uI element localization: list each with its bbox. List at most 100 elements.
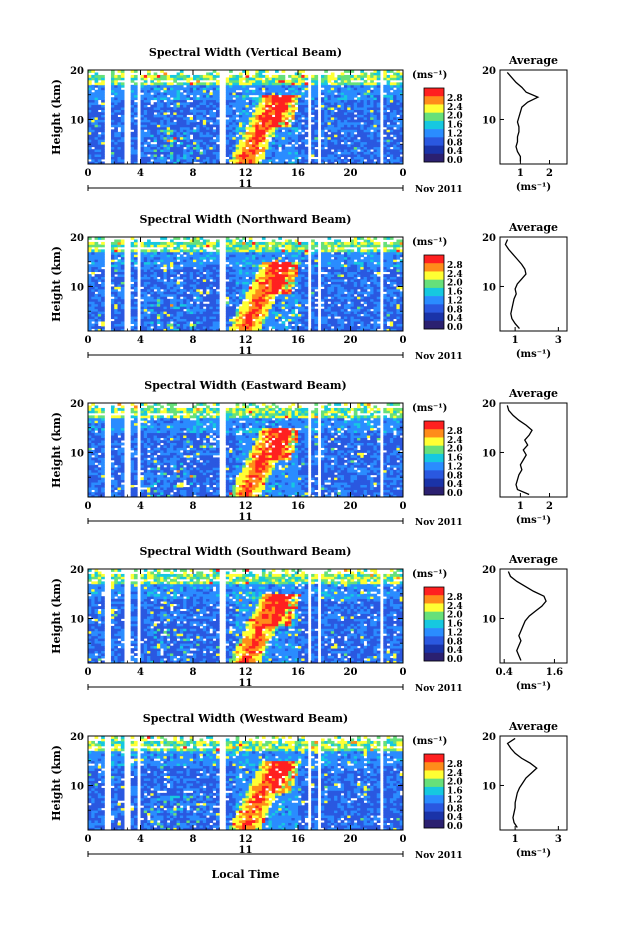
heatmap-cell (173, 85, 177, 88)
heatmap-cell (118, 244, 122, 247)
heatmap-cell (141, 249, 145, 252)
heatmap-cell (232, 326, 236, 329)
heatmap-cell (377, 107, 381, 110)
heatmap-cell (91, 291, 95, 294)
heatmap-cell (357, 159, 361, 162)
heatmap-cell (242, 97, 246, 100)
heatmap-cell (134, 262, 138, 265)
heatmap-cell (291, 95, 295, 98)
heatmap-cell (95, 257, 99, 260)
heatmap-cell (364, 90, 368, 93)
heatmap-cell (88, 144, 92, 147)
heatmap-cell (114, 247, 118, 250)
heatmap-cell (311, 129, 315, 132)
heatmap-cell (177, 242, 181, 245)
heatmap-cell (160, 301, 164, 304)
heatmap-cell (331, 110, 335, 113)
heatmap-cell (160, 244, 164, 247)
heatmap-cell (134, 291, 138, 294)
heatmap-cell (337, 124, 341, 127)
heatmap-cell (265, 252, 269, 255)
heatmap-cell (183, 87, 187, 90)
heatmap-cell (160, 157, 164, 160)
heatmap-cell (314, 132, 318, 135)
heatmap-cell (160, 92, 164, 95)
heatmap-cell (196, 284, 200, 287)
heatmap-cell (111, 110, 115, 113)
heatmap-cell (285, 82, 289, 85)
heatmap-cell (321, 122, 325, 125)
heatmap-cell (354, 139, 358, 142)
heatmap-cell (209, 92, 213, 95)
heatmap-cell (383, 95, 387, 98)
heatmap-cell (249, 309, 253, 312)
heatmap-cell (239, 139, 243, 142)
heatmap-cell (298, 326, 302, 329)
heatmap-cell (200, 82, 204, 85)
heatmap-cell (134, 294, 138, 297)
heatmap-cell (193, 314, 197, 317)
heatmap-cell (301, 289, 305, 292)
heatmap-cell (255, 147, 259, 150)
heatmap-cell (95, 244, 99, 247)
heatmap-cell (282, 147, 286, 150)
heatmap-cell (163, 272, 167, 275)
heatmap-cell (370, 154, 374, 157)
heatmap-cell (163, 319, 167, 322)
heatmap-cell (186, 279, 190, 282)
heatmap-cell (216, 102, 220, 105)
heatmap-cell (252, 282, 256, 285)
heatmap-cell (301, 107, 305, 110)
heatmap-cell (295, 75, 299, 78)
heatmap-cell (255, 100, 259, 103)
heatmap-cell (206, 254, 210, 257)
heatmap-cell (216, 134, 220, 137)
heatmap-cell (246, 314, 250, 317)
heatmap-cell (357, 154, 361, 157)
heatmap-cell (134, 252, 138, 255)
heatmap-cell (285, 80, 289, 83)
heatmap-cell (383, 137, 387, 140)
heatmap-cell (285, 124, 289, 127)
heatmap-cell (163, 122, 167, 125)
heatmap-cell (252, 249, 256, 252)
heatmap-cell (114, 85, 118, 88)
heatmap-cell (255, 124, 259, 127)
heatmap-cell (173, 92, 177, 95)
heatmap-cell (246, 269, 250, 272)
heatmap-cell (190, 294, 194, 297)
heatmap-cell (373, 127, 377, 130)
heatmap-cell (285, 306, 289, 309)
heatmap-cell (118, 319, 122, 322)
heatmap-cell (255, 311, 259, 314)
heatmap-cell (242, 85, 246, 88)
heatmap-cell (98, 277, 102, 280)
heatmap-cell (239, 85, 243, 88)
heatmap-cell (209, 324, 213, 327)
heatmap-cell (265, 244, 269, 247)
heatmap-cell (150, 267, 154, 270)
heatmap-cell (154, 244, 158, 247)
heatmap-cell (246, 105, 250, 108)
heatmap-cell (268, 97, 272, 100)
heatmap-cell (114, 252, 118, 255)
heatmap-cell (377, 110, 381, 113)
heatmap-cell (291, 85, 295, 88)
heatmap-cell (98, 244, 102, 247)
heatmap-cell (101, 117, 105, 120)
heatmap-cell (246, 321, 250, 324)
heatmap-cell (252, 269, 256, 272)
heatmap-cell (196, 132, 200, 135)
heatmap-cell (341, 122, 345, 125)
heatmap-cell (252, 159, 256, 162)
heatmap-cell (232, 282, 236, 285)
heatmap-cell (186, 284, 190, 287)
heatmap-cell (206, 321, 210, 324)
heatmap-cell (265, 247, 269, 250)
heatmap-cell (246, 115, 250, 118)
heatmap-cell (295, 152, 299, 155)
heatmap-cell (111, 134, 115, 137)
heatmap-cell (157, 314, 161, 317)
heatmap-cell (367, 119, 371, 122)
heatmap-cell (118, 274, 122, 277)
